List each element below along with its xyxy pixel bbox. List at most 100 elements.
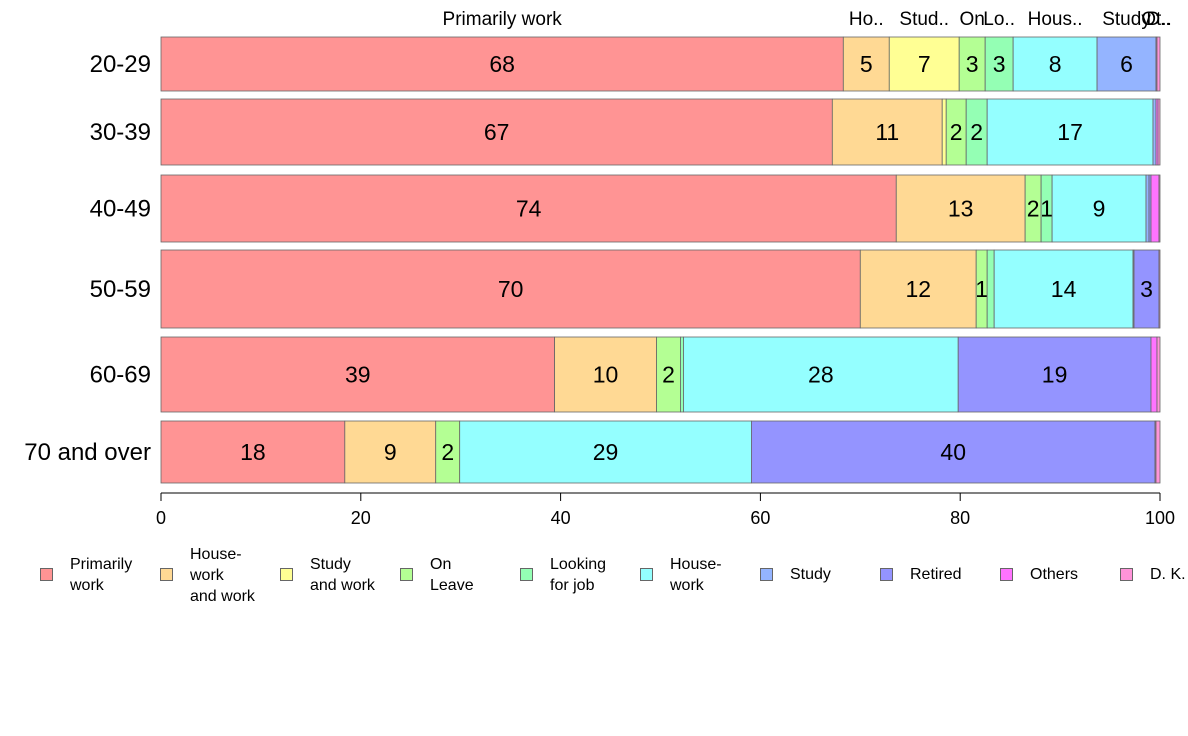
legend-item: D. K. [1120, 564, 1186, 585]
category-label: 50-59 [90, 276, 151, 303]
legend-swatch [160, 568, 173, 581]
bar-segment [1157, 98, 1161, 166]
bar-segment [831, 98, 943, 166]
bar-segment [683, 336, 959, 413]
legend-label: Study and work [310, 556, 375, 594]
data-label: 2 [662, 362, 675, 388]
series-header-label: Study [1102, 9, 1151, 30]
legend-item: Others [1000, 564, 1078, 585]
data-label: 5 [860, 51, 873, 77]
bar-segment [680, 336, 684, 413]
data-label: 13 [948, 196, 974, 222]
bar-segment [160, 249, 861, 329]
data-label: 18 [240, 439, 266, 465]
legend-label: Retired [910, 566, 962, 583]
bar-segment [859, 249, 977, 329]
bar-segment [1156, 36, 1161, 92]
data-label: 2 [950, 119, 963, 145]
legend-swatch [520, 568, 533, 581]
legend-swatch [400, 568, 413, 581]
data-label: 28 [808, 362, 834, 388]
legend-label: House- work [670, 556, 722, 594]
legend-swatch [640, 568, 653, 581]
legend-swatch [760, 568, 773, 581]
bar-segment [957, 336, 1152, 413]
bar-segment [888, 36, 960, 92]
data-label: 9 [384, 439, 397, 465]
bar-segment [554, 336, 657, 413]
data-label: 8 [1049, 51, 1062, 77]
legend-item: Looking for job [520, 554, 606, 596]
bar-segment [344, 420, 437, 484]
data-label: 68 [489, 51, 515, 77]
legend-label: Others [1030, 566, 1079, 583]
x-tick-label: 100 [1145, 508, 1175, 528]
bar-segment [1051, 174, 1147, 243]
bar-segment [1156, 336, 1161, 413]
data-label: 2 [441, 439, 454, 465]
series-header-label: Primarily work [443, 9, 563, 30]
bar-segment [1158, 249, 1161, 329]
data-label: 2 [1027, 196, 1040, 222]
legend-item: House- work and work [160, 544, 255, 607]
data-label: 11 [875, 119, 899, 145]
legend-swatch [1120, 568, 1133, 581]
category-label: 70 and over [24, 439, 151, 466]
bar-segment [1012, 36, 1098, 92]
legend-swatch [1000, 568, 1013, 581]
data-label: 10 [593, 362, 619, 388]
data-label: 74 [516, 196, 542, 222]
series-header-label: Ot.. [1141, 9, 1172, 30]
bar-segment [160, 336, 556, 413]
series-header-label: Hous.. [1028, 9, 1083, 30]
data-label: 3 [993, 51, 1006, 77]
bar-segment [160, 174, 897, 243]
legend-item: Study and work [280, 554, 375, 596]
bar-segment [160, 36, 844, 92]
data-label: 17 [1057, 119, 1083, 145]
series-header-label: Ho.. [849, 9, 884, 30]
legend-label: On Leave [430, 556, 474, 594]
data-label: 39 [345, 362, 371, 388]
series-header-label: Lo.. [983, 9, 1015, 30]
x-tick-label: 0 [156, 508, 166, 528]
legend-item: On Leave [400, 554, 474, 596]
data-label: 67 [484, 119, 510, 145]
bar-segment [993, 249, 1134, 329]
data-label: 3 [966, 51, 979, 77]
bar-segment [1155, 420, 1161, 484]
legend-swatch [280, 568, 293, 581]
bar-segment [160, 420, 346, 484]
bar-segment [958, 36, 986, 92]
legend-swatch [40, 568, 53, 581]
data-label: 1 [975, 276, 988, 302]
legend-label: D. K. [1150, 566, 1186, 583]
category-label: 60-69 [90, 362, 151, 389]
legend-label: Study [790, 566, 831, 583]
bar-segment [751, 420, 1156, 484]
legend-item: Primarily work [40, 554, 132, 596]
legend-item: Retired [880, 564, 962, 585]
series-header-label: Stud.. [899, 9, 949, 30]
data-label: 70 [498, 276, 524, 302]
data-label: 3 [1140, 276, 1153, 302]
bar-segment [1145, 174, 1150, 243]
series-header-label: On [960, 9, 985, 30]
bar-segment [1150, 174, 1160, 243]
series-header-label: D.. [1146, 9, 1170, 30]
data-label: 14 [1051, 276, 1077, 302]
data-label: 29 [593, 439, 619, 465]
legend: Primarily work House- work and work Study … [0, 546, 1188, 618]
bar-segment [984, 36, 1014, 92]
category-label: 40-49 [90, 196, 151, 223]
data-label: 1 [1040, 196, 1053, 222]
x-tick-label: 80 [950, 508, 970, 528]
bar-segment [1133, 249, 1160, 329]
x-tick-label: 40 [551, 508, 571, 528]
bar-segment [941, 98, 947, 166]
bar-segment [986, 98, 1154, 166]
data-label: 2 [970, 119, 983, 145]
x-tick-label: 60 [750, 508, 770, 528]
